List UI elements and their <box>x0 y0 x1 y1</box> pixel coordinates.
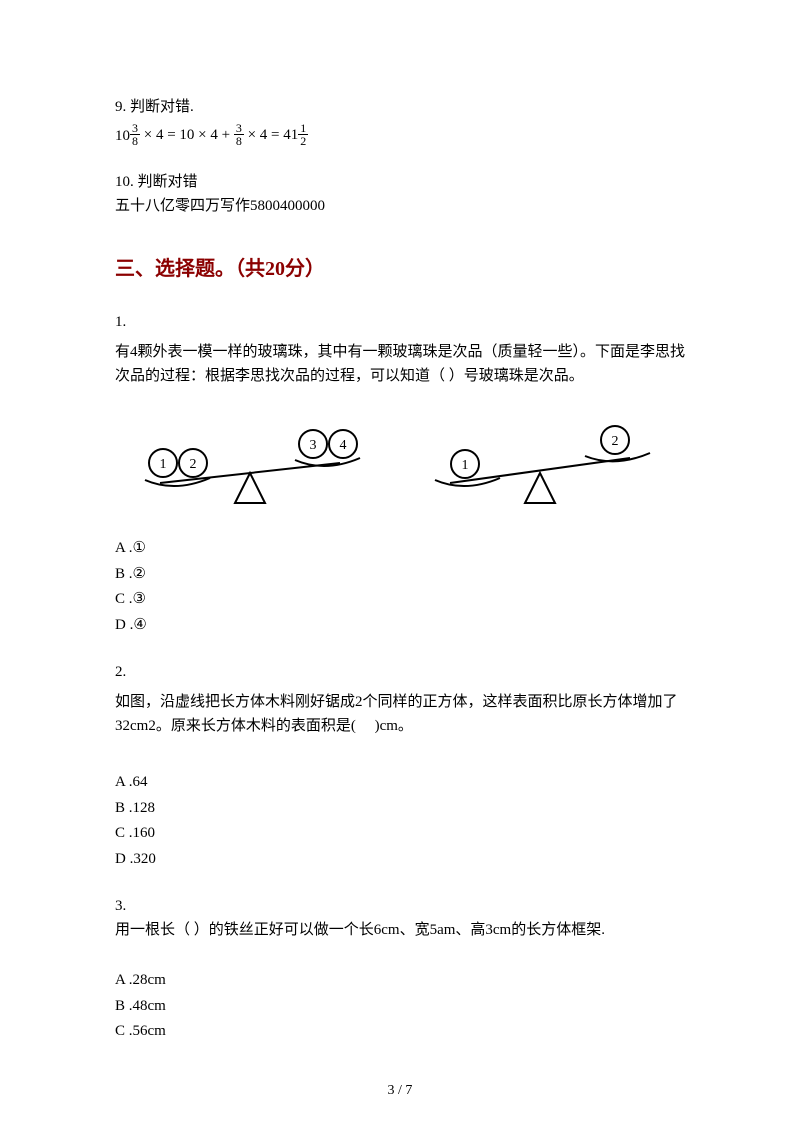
q9-mid1: × 4 = 10 × 4 + <box>140 127 234 143</box>
page-content: 9. 判断对错. 1038 × 4 = 10 × 4 + 38 × 4 = 41… <box>0 0 800 1107</box>
choice-question-2: 2. 如图，沿虚线把长方体木料刚好锯成2个同样的正方体，这样表面积比原长方体增加… <box>115 660 690 872</box>
section-3-heading: 三、选择题。（共20分） <box>115 253 690 285</box>
c3-optC: C .56cm <box>115 1019 690 1045</box>
q10-text: 五十八亿零四万写作5800400000 <box>115 194 690 218</box>
question-10: 10. 判断对错 五十八亿零四万写作5800400000 <box>115 170 690 218</box>
c1-num: 1. <box>115 310 690 334</box>
ball-1-label: 1 <box>160 457 167 472</box>
c1-diagram: 1 2 3 4 <box>115 408 690 518</box>
q9-frac2: 38 <box>234 122 244 147</box>
q9-label: 9. 判断对错. <box>115 95 690 119</box>
c1-optC: C .③ <box>115 587 690 613</box>
q9-expression: 1038 × 4 = 10 × 4 + 38 × 4 = 4112 <box>115 123 690 148</box>
ball-3-label: 3 <box>310 438 317 453</box>
ball-4-label: 4 <box>340 438 347 453</box>
c1-options: A .① B .② C .③ D .④ <box>115 536 690 638</box>
q9-mid2: × 4 = 41 <box>244 127 298 143</box>
c3-num: 3. <box>115 894 126 918</box>
c3-optB: B .48cm <box>115 994 690 1020</box>
c2-optD: D .320 <box>115 847 690 873</box>
c1-optB: B .② <box>115 562 690 588</box>
c3-text: 用一根长（ ）的铁丝正好可以做一个长6cm、宽5am、高3cm的长方体框架. <box>115 918 690 942</box>
page-footer: 3 / 7 <box>0 1080 800 1102</box>
c2-options: A .64 B .128 C .160 D .320 <box>115 770 690 872</box>
c3-options: A .28cm B .48cm C .56cm <box>115 968 690 1045</box>
c1-optD: D .④ <box>115 613 690 639</box>
c2-text: 如图，沿虚线把长方体木料刚好锯成2个同样的正方体，这样表面积比原长方体增加了32… <box>115 690 690 738</box>
q9-frac1: 38 <box>130 122 140 147</box>
q9-frac3: 12 <box>298 122 308 147</box>
c2-optB: B .128 <box>115 796 690 822</box>
c2-optA: A .64 <box>115 770 690 796</box>
ball-1b-label: 1 <box>462 458 469 473</box>
c3-optA: A .28cm <box>115 968 690 994</box>
q10-label: 10. 判断对错 <box>115 170 690 194</box>
question-9: 9. 判断对错. 1038 × 4 = 10 × 4 + 38 × 4 = 41… <box>115 95 690 148</box>
right-scale: 1 2 <box>435 426 650 503</box>
c1-text: 有4颗外表一模一样的玻璃珠，其中有一颗玻璃珠是次品（质量轻一些）。下面是李思找次… <box>115 340 690 388</box>
choice-question-3: 3. 用一根长（ ）的铁丝正好可以做一个长6cm、宽5am、高3cm的长方体框架… <box>115 894 690 1045</box>
ball-2-label: 2 <box>190 457 197 472</box>
c2-optC: C .160 <box>115 821 690 847</box>
c3-firstline: 3. <box>115 894 690 918</box>
balance-scale-diagram: 1 2 3 4 <box>115 408 675 518</box>
ball-2b-label: 2 <box>612 434 619 449</box>
c1-optA: A .① <box>115 536 690 562</box>
left-scale: 1 2 3 4 <box>145 430 360 503</box>
q9-int: 10 <box>115 124 130 148</box>
c2-num: 2. <box>115 660 690 684</box>
choice-question-1: 1. 有4颗外表一模一样的玻璃珠，其中有一颗玻璃珠是次品（质量轻一些）。下面是李… <box>115 310 690 638</box>
